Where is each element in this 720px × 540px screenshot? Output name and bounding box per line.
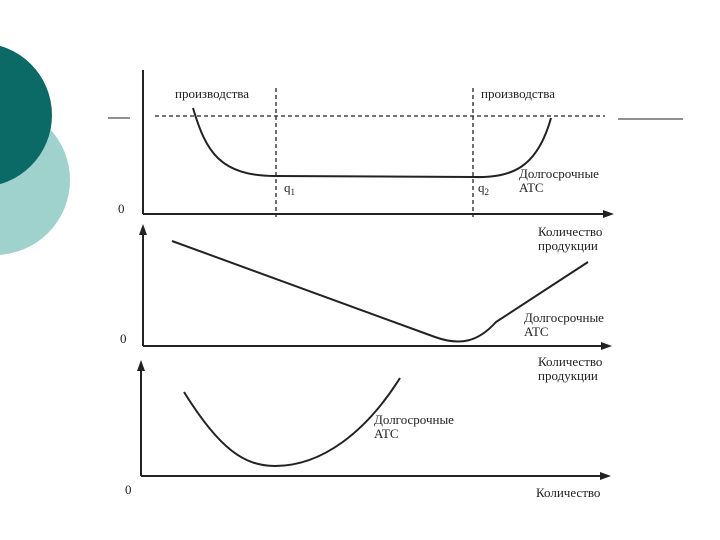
panel-3-x-arrow — [600, 472, 611, 480]
panel-1-curve-label: Долгосрочные ATC — [519, 166, 602, 195]
panel-3-long-run-atc-curve — [183, 377, 401, 468]
panel-2-origin-label: 0 — [120, 331, 127, 346]
decorative-circles — [0, 45, 70, 255]
panel-2-x-arrow — [601, 342, 612, 350]
panel-3-curve-label: Долгосрочные ATC — [374, 412, 457, 441]
panel-1-origin-label: 0 — [118, 201, 125, 216]
panel-3-y-arrow — [137, 360, 145, 371]
panel-1-right-label: производства — [481, 86, 555, 101]
panel-2-long-run-atc-curve — [171, 240, 589, 343]
decorative-circle-dark — [0, 45, 52, 185]
panel-1-x-axis-label: Количество продукции — [538, 224, 606, 253]
panel-3-chart: Долгосрочные ATC 0 Количество — [125, 360, 611, 500]
panel-1-chart: производства производства q1 q2 Долгосро… — [108, 70, 683, 253]
panel-3-origin-label: 0 — [125, 482, 132, 497]
panel-1-long-run-atc-curve — [192, 107, 552, 179]
panel-2-curve-label: Долгосрочные ATC — [524, 310, 607, 339]
panel-2-y-arrow — [139, 224, 147, 235]
panel-1-left-label: производства — [175, 86, 249, 101]
panel-2-chart: Долгосрочные ATC 0 Количество продукции — [120, 224, 612, 383]
panel-1-q2-label: q2 — [478, 180, 489, 197]
panel-1-x-arrow — [603, 210, 614, 218]
panel-3-x-axis-label: Количество — [536, 485, 600, 500]
panel-2-x-axis-label: Количество продукции — [538, 354, 606, 383]
panel-1-q1-label: q1 — [284, 180, 295, 197]
